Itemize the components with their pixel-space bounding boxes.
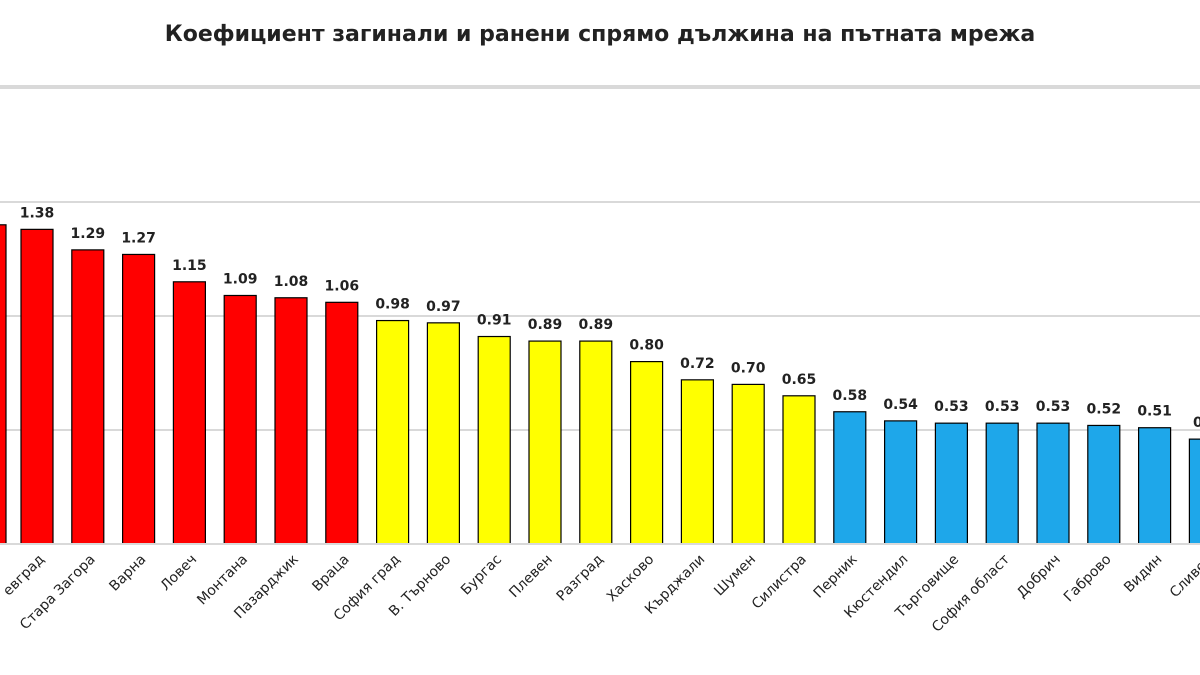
- bar-7: [376, 319, 410, 545]
- category-label-3: Ловеч: [158, 552, 201, 595]
- value-label-20: 0.53: [1036, 399, 1071, 415]
- value-label-6: 1.06: [325, 278, 360, 294]
- value-label-15: 0.65: [782, 372, 817, 388]
- value-label-13: 0.72: [680, 356, 715, 372]
- bar-20: [1036, 422, 1070, 545]
- value-label-12: 0.80: [629, 338, 664, 354]
- value-label-3: 1.15: [172, 258, 207, 274]
- bar-4: [223, 294, 257, 545]
- bar-5: [274, 297, 308, 545]
- value-label-7: 0.98: [375, 297, 410, 313]
- category-label-16: Перник: [811, 552, 861, 602]
- bar-1: [71, 249, 105, 545]
- category-label-22: Видин: [1121, 552, 1165, 596]
- bar-11: [579, 340, 613, 545]
- bar-0: [20, 228, 54, 545]
- bar-10: [528, 340, 562, 545]
- value-label-16: 0.58: [833, 388, 868, 404]
- value-label-8: 0.97: [426, 299, 461, 315]
- bar-partial: [0, 224, 7, 545]
- category-label-10: Плевен: [506, 552, 556, 602]
- bar-17: [883, 420, 918, 545]
- category-label-6: Враца: [309, 552, 352, 595]
- bar-12: [629, 361, 664, 545]
- bar-18: [934, 422, 969, 545]
- bar-14: [731, 383, 765, 545]
- category-label-11: Разград: [554, 552, 607, 605]
- bar-3: [172, 281, 206, 545]
- category-label-12: Хасково: [604, 552, 658, 606]
- bar-15: [782, 395, 816, 545]
- value-label-19: 0.53: [985, 399, 1020, 415]
- value-label-14: 0.70: [731, 360, 766, 376]
- bar-8: [426, 322, 460, 545]
- category-label-9: Бургас: [458, 552, 505, 599]
- category-label-0: евград: [0, 552, 48, 600]
- value-label-22: 0.51: [1137, 404, 1172, 420]
- category-label-23: Сливен: [1167, 552, 1200, 601]
- category-label-2: Варна: [106, 552, 149, 595]
- category-label-20: Добрич: [1014, 552, 1064, 602]
- chart-title: Коефициент загинали и ранени спрямо дълж…: [164, 22, 1036, 47]
- bar-6: [325, 301, 359, 545]
- category-label-21: Габрово: [1061, 552, 1115, 606]
- bar-9: [477, 335, 511, 545]
- value-label-21: 0.52: [1087, 401, 1122, 417]
- value-label-18: 0.53: [934, 399, 969, 415]
- value-label-17: 0.54: [883, 397, 918, 413]
- category-label-14: Шумен: [711, 552, 759, 600]
- bar-21: [1087, 424, 1121, 545]
- value-label-10: 0.89: [528, 317, 563, 333]
- bar-13: [680, 379, 715, 545]
- bar-19: [985, 422, 1019, 545]
- bar-23: [1188, 438, 1200, 545]
- value-label-1: 1.29: [71, 226, 106, 242]
- value-label-5: 1.08: [274, 274, 309, 290]
- bar-22: [1137, 427, 1172, 545]
- value-label-23: 0.4: [1193, 415, 1200, 431]
- bar-16: [833, 411, 867, 545]
- value-label-11: 0.89: [579, 317, 614, 333]
- value-label-4: 1.09: [223, 271, 258, 287]
- value-label-0: 1.38: [20, 205, 55, 221]
- bar-2: [121, 253, 156, 545]
- value-label-2: 1.27: [121, 230, 156, 246]
- category-label-15: Силистра: [749, 552, 810, 613]
- value-label-9: 0.91: [477, 313, 512, 329]
